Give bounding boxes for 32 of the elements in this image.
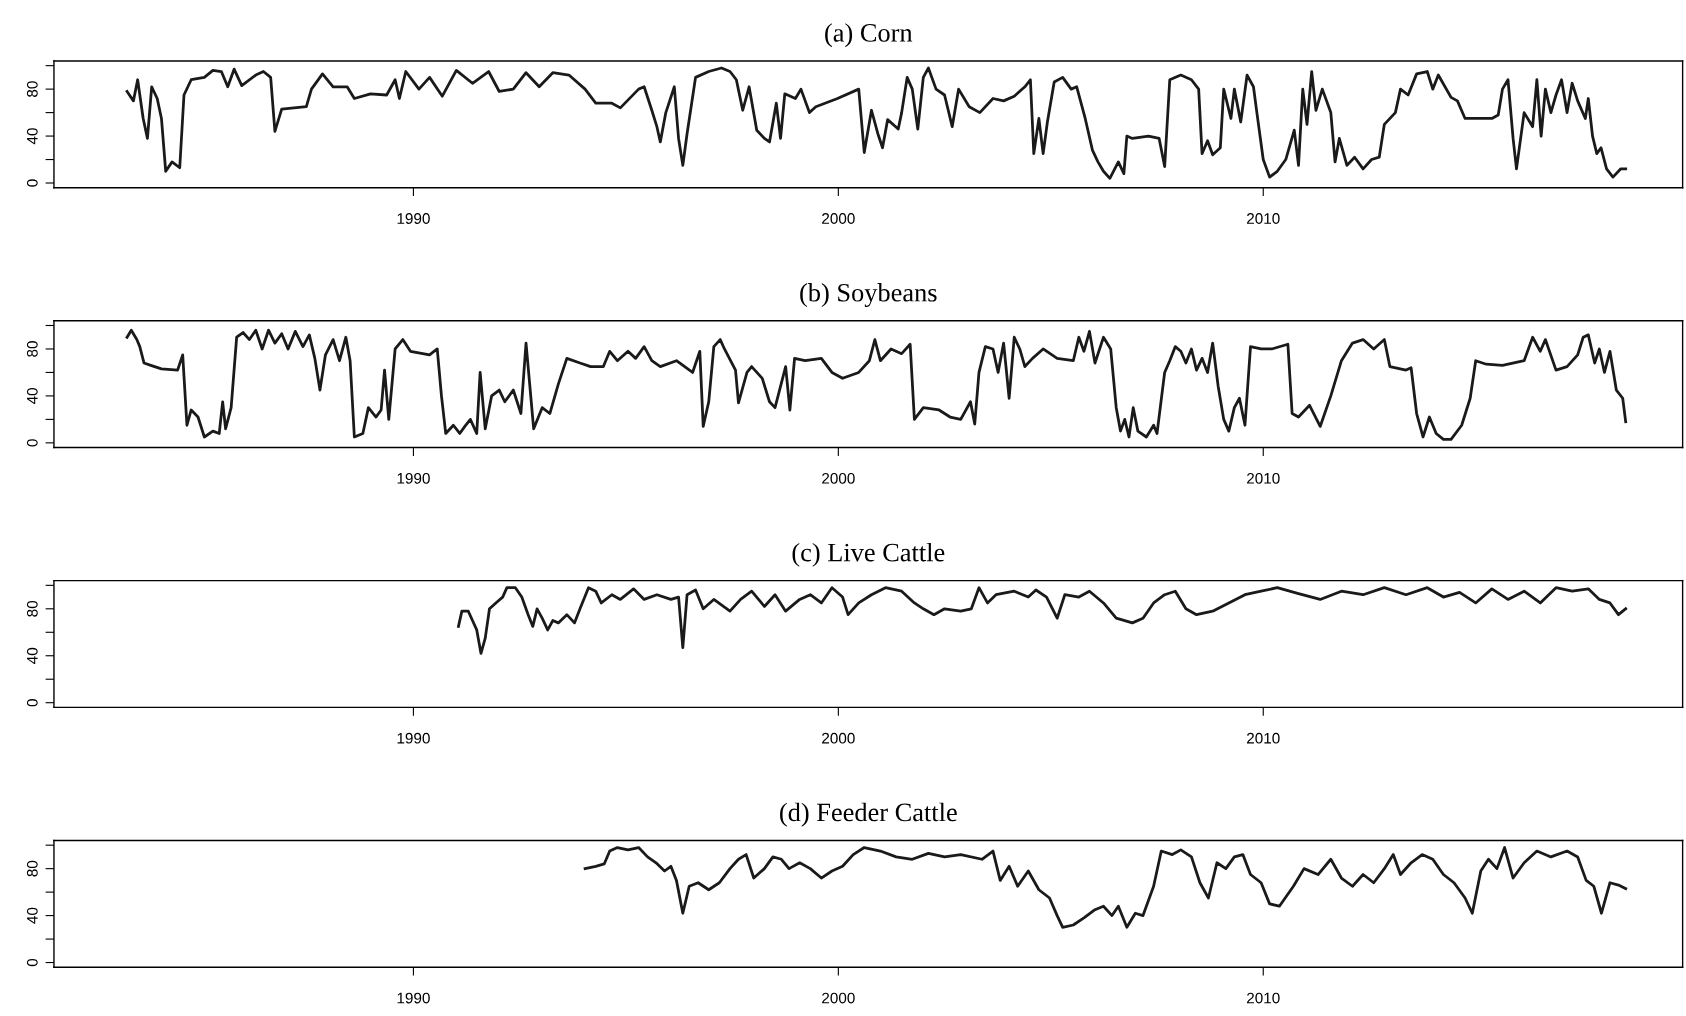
x-tick-label: 2010 [1247, 472, 1280, 484]
y-tick-label: 0 [26, 958, 38, 967]
y-tick-label: 80 [26, 600, 38, 617]
chart-title: (c) Live Cattle [792, 542, 945, 567]
line-series [125, 66, 1628, 180]
y-tick-label: 0 [26, 439, 38, 447]
y-tick-label: 40 [26, 647, 38, 664]
y-tick-label: 0 [26, 179, 38, 187]
y-tick-label: 80 [26, 860, 38, 877]
y-tick-label: 40 [26, 907, 38, 924]
x-tick-label: 1990 [397, 992, 430, 1004]
x-tick-label: 2010 [1247, 992, 1280, 1004]
x-tick-label: 2010 [1247, 213, 1280, 224]
y-tick-label: 80 [26, 341, 38, 357]
x-tick-label: 2000 [822, 732, 855, 744]
line-series [125, 328, 1628, 441]
y-tick-label: 80 [26, 81, 38, 97]
x-tick-label: 2000 [822, 472, 855, 484]
x-tick-label: 2000 [822, 992, 855, 1004]
chart-title: (a) Corn [825, 23, 913, 48]
line-series [457, 586, 1628, 655]
line-series [583, 846, 1628, 929]
x-tick-label: 1990 [397, 472, 430, 484]
chart-title: (d) Feeder Cattle [780, 802, 957, 827]
y-tick-label: 40 [26, 388, 38, 405]
chart-title: (b) Soybeans [800, 283, 937, 308]
x-tick-label: 1990 [397, 213, 430, 224]
x-tick-label: 1990 [397, 732, 430, 744]
y-tick-label: 0 [26, 699, 38, 707]
y-tick-label: 40 [26, 128, 38, 145]
x-tick-label: 2000 [822, 213, 855, 224]
x-tick-label: 2010 [1247, 732, 1280, 744]
